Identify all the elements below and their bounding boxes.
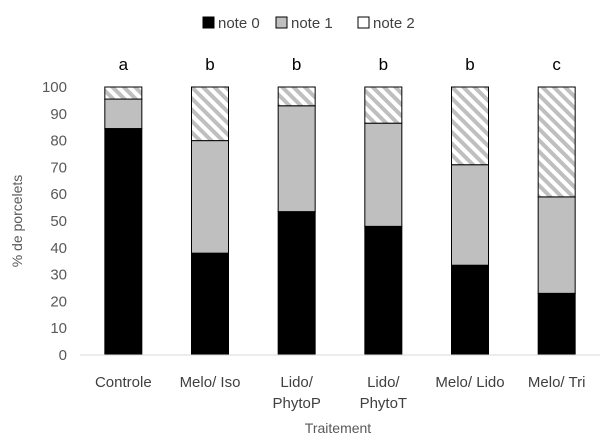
y-tick-label: 80: [50, 133, 67, 150]
x-tick-label: Controle: [95, 374, 152, 391]
bar-segment-note-1: [277, 105, 316, 213]
bar-segment-note-1: [104, 98, 143, 130]
bars: [104, 86, 576, 356]
group-letter: b: [205, 55, 214, 74]
x-tick-label: Melo/ Lido: [435, 374, 504, 391]
y-tick-label: 40: [50, 240, 67, 257]
legend-swatch: [357, 16, 370, 29]
group-letter: b: [465, 55, 474, 74]
x-tick-label: PhytoP: [272, 395, 320, 412]
x-axis-title: Traitement: [305, 420, 372, 436]
bar-segment-note-0: [364, 225, 403, 356]
bar-segment-note-2: [104, 86, 143, 100]
bar-segment-note-2: [364, 86, 403, 124]
x-tick-label: Lido/: [367, 374, 400, 391]
group-letter: a: [119, 55, 129, 74]
legend-label: note 0: [218, 15, 260, 32]
x-tick-label: PhytoT: [360, 395, 408, 412]
bar-segment-note-0: [451, 264, 489, 356]
y-tick-label: 50: [50, 213, 67, 230]
bar-segment-note-0: [537, 292, 576, 356]
y-tick-label: 70: [50, 159, 67, 176]
bar-segment-note-2: [191, 86, 229, 142]
bar-segment-note-1: [537, 196, 576, 294]
y-tick-label: 30: [50, 267, 67, 284]
group-letter: b: [292, 55, 301, 74]
y-tick-label: 90: [50, 106, 67, 123]
group-letter: b: [379, 55, 388, 74]
y-tick-label: 60: [50, 186, 67, 203]
x-tick-label: Melo/ Tri: [528, 374, 586, 391]
x-axis-labels: Controle Melo/ Iso Lido/PhytoP Lido/PhytoT M…: [95, 374, 585, 412]
x-tick-label: Melo/ Iso: [180, 374, 241, 391]
group-letter: c: [552, 55, 561, 74]
bar-segment-note-1: [364, 122, 403, 227]
bar-segment-note-0: [191, 252, 229, 356]
legend-swatch: [275, 16, 288, 29]
bar-segment-note-2: [277, 86, 316, 107]
legend-label: note 1: [291, 15, 333, 32]
bar-segment-note-1: [191, 140, 229, 254]
x-tick-label: Lido/: [280, 374, 313, 391]
bar-segment-note-0: [104, 128, 143, 356]
y-tick-label: 10: [50, 320, 67, 337]
bar-segment-note-2: [451, 86, 489, 166]
y-tick-label: 100: [42, 79, 67, 96]
legend: note 0 note 1 note 2: [202, 15, 415, 32]
y-tick-label: 20: [50, 293, 67, 310]
bar-segment-note-0: [277, 211, 316, 356]
y-tick-label: 0: [59, 347, 67, 364]
y-axis: 0 10 20 30 40 50 60 70 80 90 100: [42, 79, 67, 364]
bar-segment-note-2: [537, 86, 576, 198]
y-axis-title: % de porcelets: [9, 175, 25, 268]
bar-segment-note-1: [451, 164, 489, 266]
legend-label: note 2: [373, 15, 415, 32]
legend-swatch: [202, 16, 215, 29]
